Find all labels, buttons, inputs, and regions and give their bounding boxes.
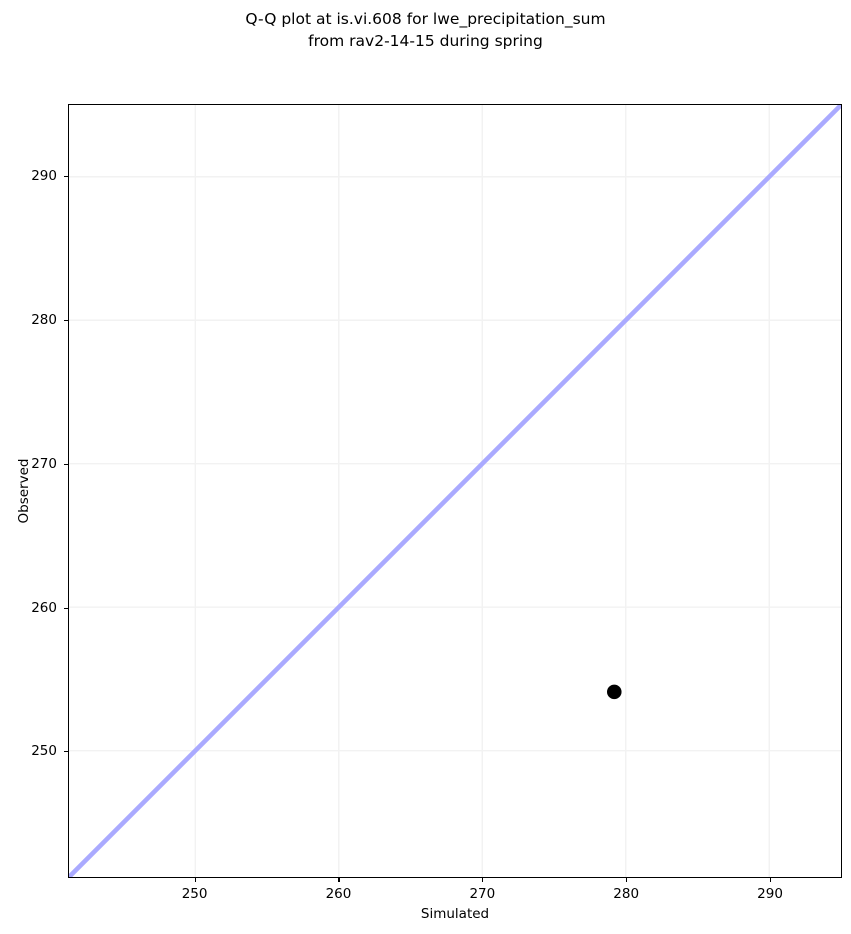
x-tick-label: 290 bbox=[757, 886, 783, 902]
data-point bbox=[606, 684, 622, 700]
plot-canvas bbox=[69, 105, 841, 877]
chart-title: Q-Q plot at is.vi.608 for lwe_precipitat… bbox=[245, 10, 606, 50]
x-tick-label: 260 bbox=[325, 886, 352, 902]
plot-area bbox=[68, 104, 842, 878]
y-tick-label: 260 bbox=[31, 599, 57, 616]
y-tick-mark bbox=[64, 175, 68, 178]
y-tick-label: 250 bbox=[31, 743, 57, 760]
y-tick-label: 270 bbox=[31, 455, 57, 472]
x-tick-label: 250 bbox=[181, 886, 208, 902]
x-tick-mark bbox=[770, 878, 772, 882]
y-tick-label: 290 bbox=[31, 167, 57, 184]
x-tick-mark bbox=[338, 878, 340, 882]
y-gridlines bbox=[69, 176, 841, 752]
one-to-one-reference-line bbox=[69, 105, 841, 877]
x-tick-mark bbox=[194, 878, 196, 882]
y-tick-mark bbox=[64, 751, 68, 753]
y-tick-mark bbox=[64, 319, 68, 321]
x-axis-label: Simulated bbox=[420, 906, 490, 922]
y-tick-label: 280 bbox=[31, 311, 57, 328]
x-gridlines bbox=[194, 105, 770, 877]
x-tick-label: 270 bbox=[469, 886, 496, 902]
y-tick-mark bbox=[64, 607, 68, 609]
x-tick-mark bbox=[482, 878, 484, 882]
y-tick-mark bbox=[64, 463, 68, 465]
x-tick-label: 280 bbox=[613, 886, 640, 902]
x-tick-mark bbox=[626, 878, 628, 882]
y-axis-label: Observed bbox=[16, 458, 32, 524]
